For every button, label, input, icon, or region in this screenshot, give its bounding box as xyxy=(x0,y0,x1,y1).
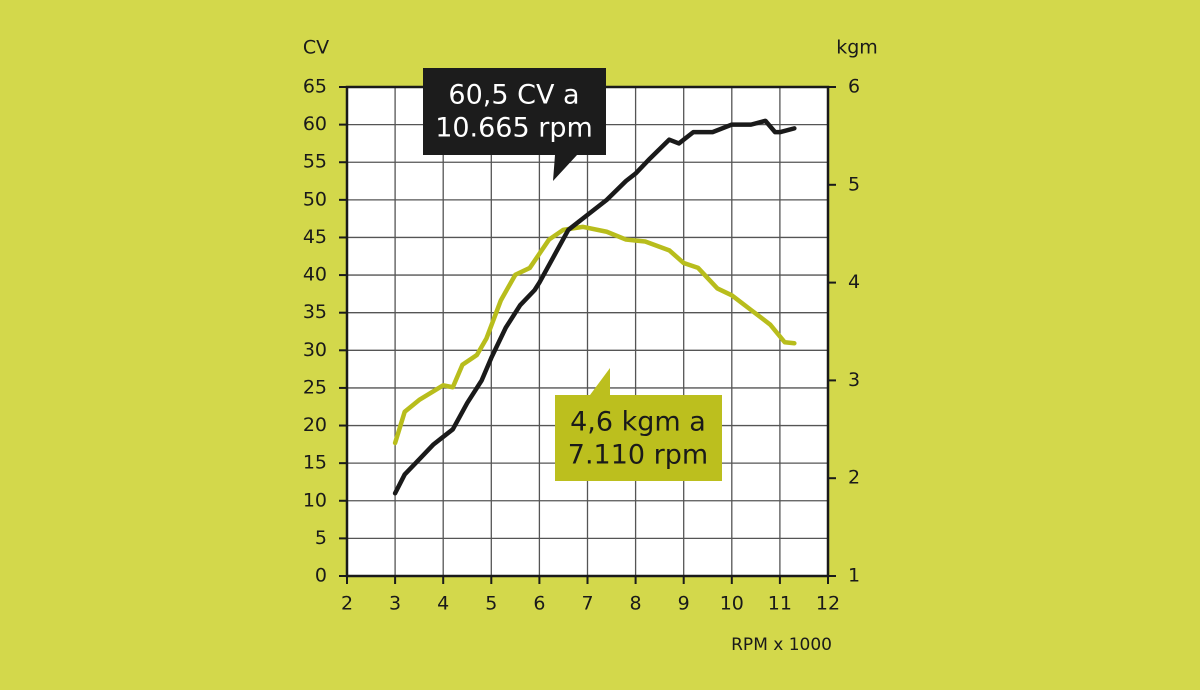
annotation-text: 10.665 rpm xyxy=(435,113,593,144)
y-tick-label: 55 xyxy=(303,151,327,173)
annotation-text: 7.110 rpm xyxy=(568,440,708,471)
y-tick-label: 25 xyxy=(303,376,327,398)
y2-axis-label: kgm xyxy=(836,37,878,59)
annotation: 60,5 CV a 10.665 rpm xyxy=(423,68,606,181)
y-axis-label: CV xyxy=(303,37,329,59)
y2-tick-label: 6 xyxy=(848,76,860,98)
callout-box xyxy=(423,68,606,181)
x-tick-label: 6 xyxy=(533,593,545,615)
y2-tick-label: 4 xyxy=(848,271,860,293)
y-tick-label: 20 xyxy=(303,414,327,436)
x-tick-label: 7 xyxy=(581,593,593,615)
y-tick-label: 10 xyxy=(303,489,327,511)
x-tick-label: 3 xyxy=(389,593,401,615)
y2-tick-label: 3 xyxy=(848,369,860,391)
y-tick-label: 60 xyxy=(303,113,327,135)
annotation-text: 60,5 CV a xyxy=(448,80,579,111)
callout-box xyxy=(555,368,722,481)
y2-tick-label: 2 xyxy=(848,467,860,489)
y-tick-label: 15 xyxy=(303,452,327,474)
x-tick-label: 11 xyxy=(768,593,792,615)
x-tick-label: 10 xyxy=(720,593,744,615)
x-tick-label: 12 xyxy=(816,593,840,615)
annotation-text: 4,6 kgm a xyxy=(570,407,706,438)
x-tick-label: 5 xyxy=(485,593,497,615)
y-tick-label: 50 xyxy=(303,188,327,210)
y2-tick-label: 1 xyxy=(848,565,860,587)
y-tick-label: 5 xyxy=(315,527,327,549)
x-tick-label: 2 xyxy=(341,593,353,615)
y-tick-label: 65 xyxy=(303,76,327,98)
y-tick-label: 0 xyxy=(315,565,327,587)
y-tick-label: 30 xyxy=(303,339,327,361)
x-axis-label: RPM x 1000 xyxy=(731,635,832,655)
y-tick-label: 45 xyxy=(303,226,327,248)
x-tick-label: 4 xyxy=(437,593,449,615)
y-tick-label: 35 xyxy=(303,301,327,323)
y-tick-label: 40 xyxy=(303,264,327,286)
data-line xyxy=(392,118,797,496)
x-tick-label: 9 xyxy=(678,593,690,615)
annotation: 4,6 kgm a 7.110 rpm xyxy=(555,368,722,481)
x-tick-label: 8 xyxy=(630,593,642,615)
y2-tick-label: 5 xyxy=(848,173,860,195)
